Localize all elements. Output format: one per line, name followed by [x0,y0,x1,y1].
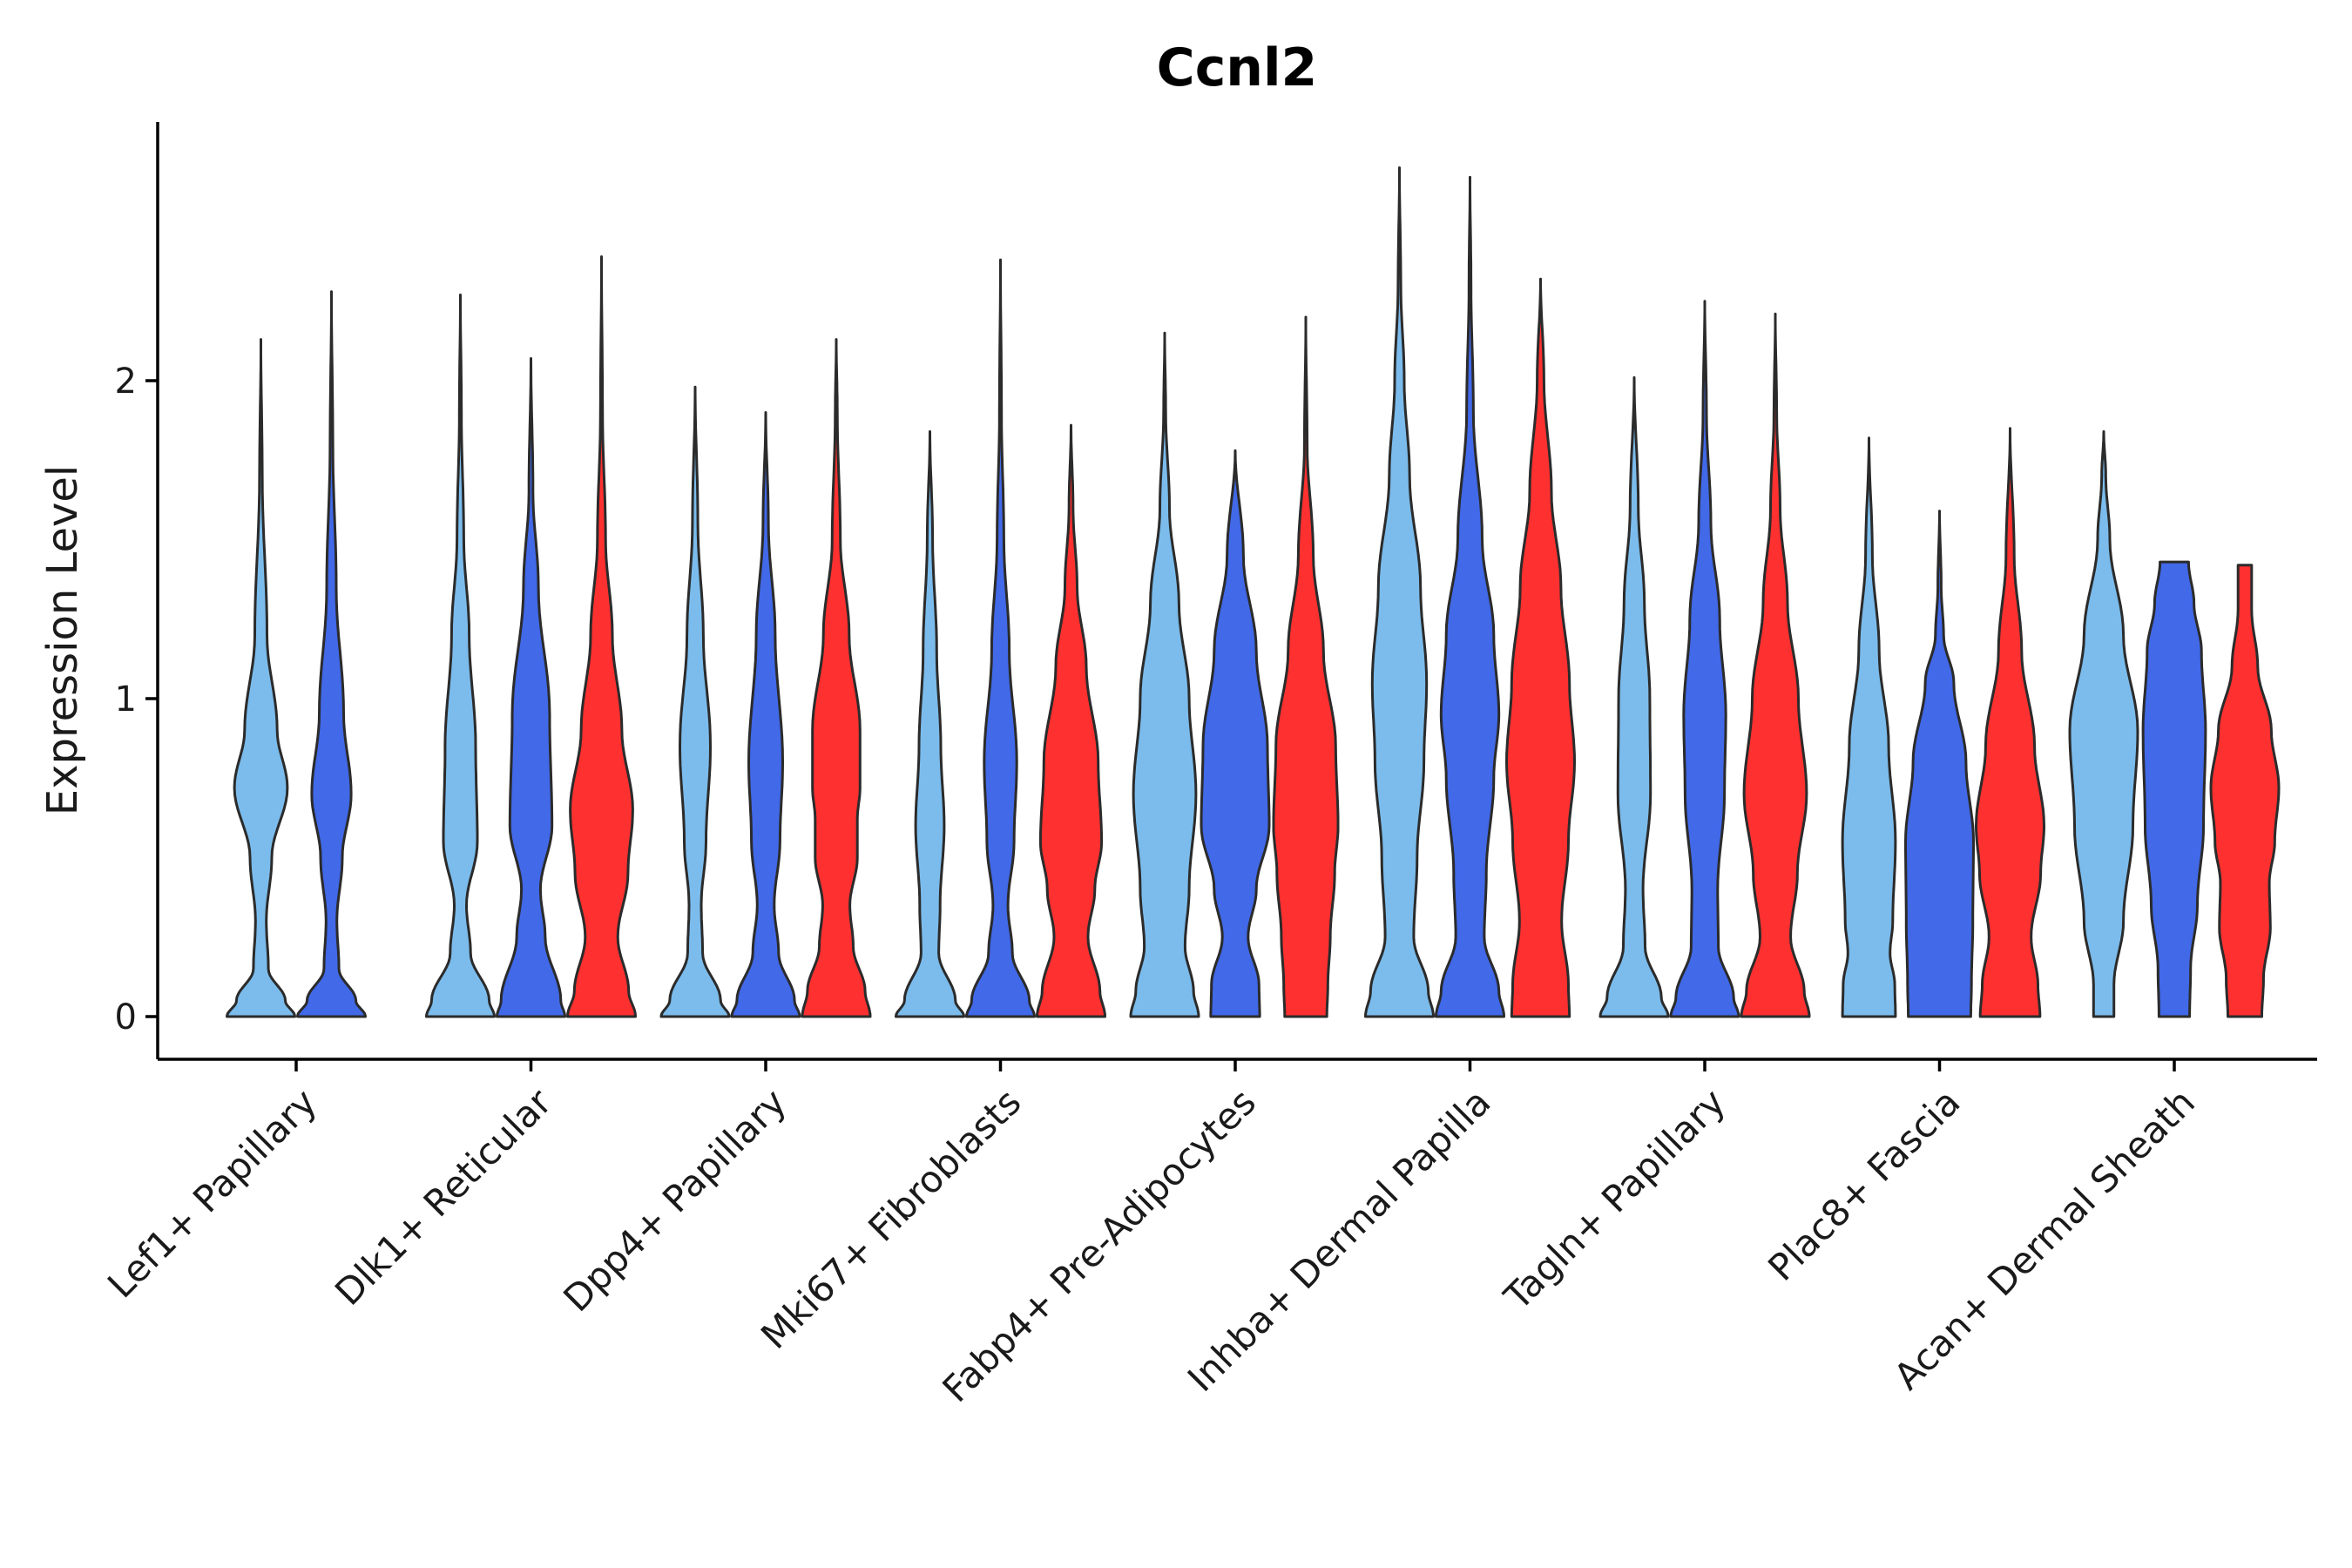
y-axis-label: Expression Level [38,465,87,816]
violin-inhba-dermal-papilla-group-1 [1364,166,1435,1018]
violin-dlk1-reticular-group-1 [425,294,496,1018]
violin-tagln-papillary-group-2 [1669,300,1740,1018]
violin-mki67-fibroblasts-group-3 [1036,423,1106,1018]
chart-title: Ccnl2 [1157,37,1318,98]
violin-fabp4-pre-adipocytes-group-3 [1272,315,1340,1018]
violin-fabp4-pre-adipocytes-group-1 [1129,331,1200,1018]
x-tick-label: Mki67+ Fibroblasts [753,1080,1029,1356]
violin-dlk1-reticular-group-3 [566,255,637,1018]
x-tick-label: Dpp4+ Papillary [555,1080,794,1320]
x-tick-label: Tagln+ Papillary [1496,1080,1734,1318]
violin-plac8-fascia-group-2 [1904,510,1975,1018]
violin-plac8-fascia-group-3 [1975,427,2045,1018]
violin-lef1-papillary-group-1 [226,338,296,1018]
violin-plac8-fascia-group-1 [1841,436,1897,1018]
violin-acan-dermal-sheath-group-1 [2068,429,2139,1018]
violin-tagln-papillary-group-3 [1740,312,1811,1018]
y-axis: 0 1 2 [115,122,159,1059]
violin-dpp4-papillary-group-2 [730,411,801,1018]
violin-dpp4-papillary-group-1 [659,385,731,1018]
violin-mki67-fibroblasts-group-2 [965,258,1036,1018]
violin-mki67-fibroblasts-group-1 [895,429,965,1018]
y-tick-label: 1 [115,679,137,720]
violin-acan-dermal-sheath-group-2 [2141,560,2207,1018]
violin-dlk1-reticular-group-2 [496,357,566,1018]
x-tick-label: Dlk1+ Reticular [327,1080,560,1314]
violin-inhba-dermal-papilla-group-3 [1505,277,1576,1018]
y-tick-label: 0 [115,997,137,1037]
violin-lef1-papillary-group-2 [296,290,367,1018]
violin-acan-dermal-sheath-group-3 [2209,564,2281,1018]
x-tick-label: Lef1+ Papillary [99,1080,325,1306]
violin-tagln-papillary-group-1 [1598,375,1670,1018]
violin-dpp4-papillary-group-3 [801,338,872,1018]
violin-series-group [226,166,2281,1018]
violin-fabp4-pre-adipocytes-group-2 [1200,449,1271,1018]
x-tick-label: Plac8+ Fascia [1760,1080,1968,1288]
y-tick-label: 2 [115,362,137,402]
violin-inhba-dermal-papilla-group-2 [1435,175,1505,1018]
